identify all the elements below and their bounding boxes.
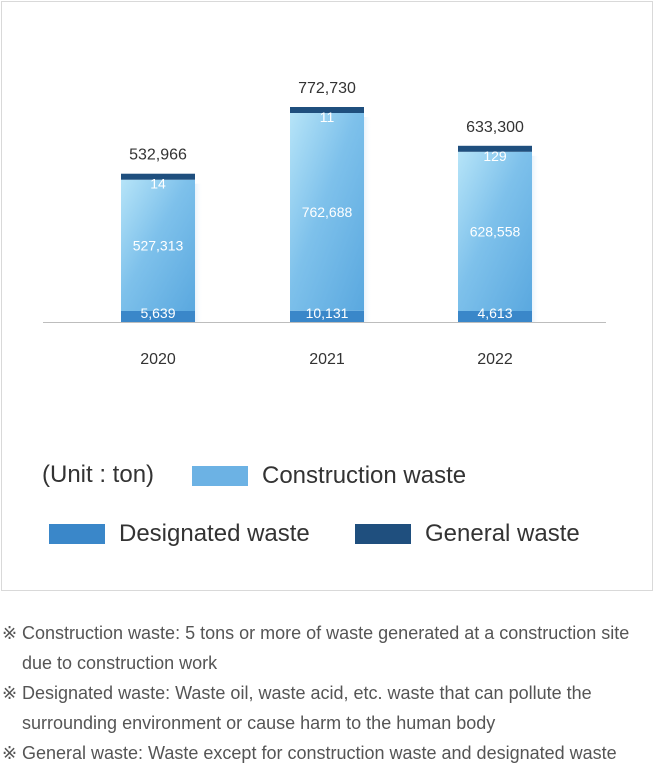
total-label-2021: 772,730 [298, 80, 356, 97]
footnote-mark: ※ [2, 743, 18, 763]
bar-segment-construction-2020 [121, 179, 195, 311]
legend-swatch-construction [192, 466, 248, 486]
data-label-construction-2021: 762,688 [302, 204, 353, 220]
total-label-2022: 633,300 [466, 119, 524, 136]
footnote-construction: ※ Construction waste: 5 tons or more of … [2, 618, 652, 678]
bar-shadow-2022 [532, 155, 540, 322]
footnotes: ※ Construction waste: 5 tons or more of … [2, 618, 652, 768]
legend-construction-waste: Construction waste [192, 462, 466, 490]
chart-panel: 5,639 527,313 14 532,966 2020 10,131 762,688 11… [1, 1, 653, 591]
bar-segment-designated-2022 [458, 311, 532, 322]
total-label-2020: 532,966 [129, 147, 187, 164]
data-label-construction-2020: 527,313 [133, 237, 184, 253]
data-label-general-2022: 129 [483, 148, 507, 164]
unit-label: (Unit : ton) [42, 461, 155, 488]
legend-swatch-general [355, 524, 411, 544]
legend-label-construction: Construction waste [262, 462, 467, 489]
data-label-general-2020: 14 [150, 176, 166, 192]
x-tick-label-2021: 2021 [309, 351, 345, 368]
bar-segment-designated-2020 [121, 311, 195, 322]
bar-segment-designated-2021 [290, 310, 364, 322]
data-label-designated-2020: 5,639 [140, 305, 175, 321]
bar-shadow-2020 [195, 183, 203, 322]
footnote-general: ※ General waste: Waste except for constr… [2, 738, 652, 768]
data-label-designated-2021: 10,131 [306, 305, 349, 321]
bar-segment-construction-2021 [290, 113, 364, 311]
stacked-bar-chart: 5,639 527,313 14 532,966 2020 10,131 762,688 11… [43, 80, 606, 368]
bar-segment-construction-2022 [458, 151, 532, 311]
legend-designated-waste: Designated waste [49, 520, 310, 548]
footnote-text: Construction waste: 5 tons or more of wa… [22, 623, 630, 673]
legend-label-designated: Designated waste [119, 520, 310, 547]
footnote-mark: ※ [2, 683, 18, 703]
bar-segment-general-2022 [458, 145, 532, 152]
data-label-construction-2022: 628,558 [470, 223, 521, 239]
data-label-designated-2022: 4,613 [477, 305, 512, 321]
x-tick-label-2020: 2020 [140, 351, 176, 368]
legend-label-general: General waste [425, 520, 580, 547]
x-tick-label-2022: 2022 [477, 351, 513, 368]
bar-shadow-2021 [364, 117, 372, 322]
legend-swatch-designated [49, 524, 105, 544]
legend-general-waste: General waste [355, 520, 580, 548]
footnote-mark: ※ [2, 623, 18, 643]
footnote-text: Designated waste: Waste oil, waste acid,… [22, 683, 592, 733]
footnote-designated: ※ Designated waste: Waste oil, waste aci… [2, 678, 652, 738]
bar-segment-general-2021 [290, 107, 364, 113]
footnote-text: General waste: Waste except for construc… [22, 743, 617, 763]
data-label-general-2021: 11 [320, 109, 335, 125]
bar-segment-general-2020 [121, 173, 195, 180]
